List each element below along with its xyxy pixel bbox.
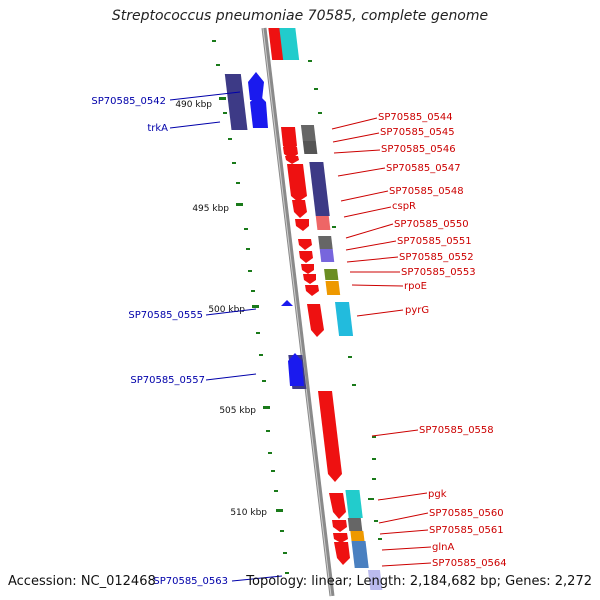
gene-arrow: [318, 391, 342, 482]
tick-label: 505 kbp: [219, 406, 256, 416]
gene-arrow: [301, 264, 314, 274]
tick-label: 490 kbp: [175, 100, 212, 110]
genome-backbone: [261, 27, 335, 597]
genome-summary-text: Topology: linear; Length: 2,184,682 bp; …: [246, 574, 592, 589]
gene-feature: [224, 74, 248, 130]
gene-feature: [335, 302, 354, 336]
ruler-dashes-left: [212, 40, 289, 574]
gene-arrow: [305, 285, 319, 296]
gene-arrow: [299, 251, 313, 263]
forward-labels: SP70585_0544 SP70585_0545 SP70585_0546 S…: [378, 112, 507, 569]
gene-arrow: [295, 219, 309, 231]
gene-arrow: [329, 493, 346, 519]
gene-label: SP70585_0558: [419, 425, 494, 436]
gene-arrow: [288, 353, 304, 386]
gene-feature: [325, 281, 341, 295]
gene-arrow: [333, 533, 348, 543]
gene-feature: [367, 570, 383, 590]
gene-arrow: [307, 304, 324, 337]
gene-arrow: [287, 164, 307, 202]
gene-arrow: [285, 156, 299, 164]
tick-label: 495 kbp: [192, 204, 229, 214]
gene-feature: [319, 249, 335, 262]
gene-arrow: [298, 239, 312, 250]
gene-label: cspR: [392, 201, 416, 212]
gene-arrow: [281, 127, 297, 152]
gene-feature: [279, 28, 300, 60]
gene-label: SP70585_0545: [380, 127, 455, 138]
gene-label: SP70585_0564: [432, 558, 507, 569]
tick-label: 500 kbp: [208, 305, 245, 315]
gene-label: SP70585_0546: [381, 144, 456, 155]
gene-feature: [302, 141, 318, 154]
gene-feature: [345, 490, 363, 518]
gene-label: SP70585_0551: [397, 236, 472, 247]
gene-label: pgk: [428, 489, 447, 500]
gene-feature: [350, 531, 365, 541]
forward-label-leaders: [331, 117, 432, 567]
gene-label: SP70585_0544: [378, 112, 453, 123]
genome-backbone-highlight: [262, 27, 332, 597]
page-title: Streptococcus pneumoniae 70585, complete…: [111, 8, 489, 24]
gene-label: SP70585_0553: [401, 267, 476, 278]
gene-label: SP70585_0552: [399, 252, 474, 263]
gene-feature: [318, 236, 333, 249]
gene-arrow: [250, 94, 268, 128]
ruler-dashes-right: [308, 60, 382, 540]
accession-text: Accession: NC_012468: [8, 574, 156, 589]
tick-label: 510 kbp: [230, 508, 267, 518]
gene-arrow: [303, 274, 316, 284]
gene-feature: [300, 125, 316, 141]
gene-feature: [351, 541, 369, 568]
reverse-labels: SP70585_0542 trkA SP70585_0555 SP70585_0…: [91, 96, 228, 587]
gene-feature: [324, 269, 339, 280]
gene-feature: [309, 162, 330, 216]
gene-label: trkA: [147, 123, 168, 134]
gene-label: SP70585_0560: [429, 508, 504, 519]
gene-feature: [315, 216, 331, 230]
gene-label: SP70585_0548: [389, 186, 464, 197]
gene-arrow: [248, 72, 264, 100]
gene-label: SP70585_0561: [429, 525, 504, 536]
gene-label: rpoE: [404, 281, 427, 292]
gene-arrow: [281, 300, 293, 306]
gene-label: SP70585_0555: [128, 310, 203, 321]
reverse-label-leaders: [169, 91, 283, 582]
ruler-ticks: 490 kbp 495 kbp 500 kbp 505 kbp 510 kbp: [175, 97, 283, 518]
gene-label: glnA: [432, 542, 454, 553]
gene-label: SP70585_0550: [394, 219, 469, 230]
gene-label: SP70585_0547: [386, 163, 461, 174]
gene-label: SP70585_0557: [130, 375, 205, 386]
gene-arrow: [292, 200, 307, 218]
gene-feature: [347, 518, 363, 531]
gene-label: pyrG: [405, 305, 429, 316]
gene-label: SP70585_0542: [91, 96, 166, 107]
gene-arrow: [332, 520, 347, 532]
gene-label: SP70585_0563: [153, 576, 228, 587]
gene-arrow: [334, 542, 350, 565]
